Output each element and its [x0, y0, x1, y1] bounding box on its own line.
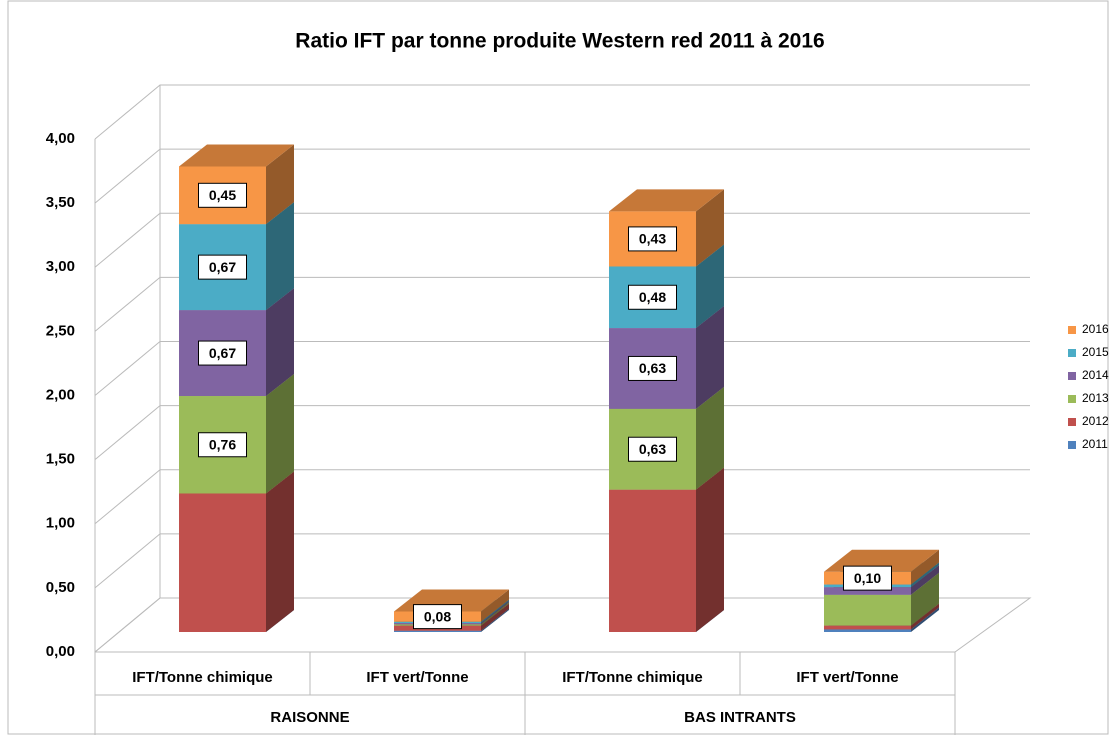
- grid-line: [94, 597, 1030, 653]
- data-label: 0,08: [424, 608, 451, 624]
- bar-side: [266, 471, 294, 632]
- y-tick-label: 3,00: [46, 258, 75, 275]
- bar-side: [481, 608, 509, 632]
- bar-side: [481, 589, 509, 622]
- bar-side: [911, 607, 939, 632]
- y-tick-label: 3,50: [46, 194, 75, 211]
- x-tick-label: IFT/Tonne chimique: [562, 669, 703, 686]
- y-tick-label: 0,00: [46, 643, 75, 660]
- bar-side: [481, 599, 509, 624]
- bar: [179, 493, 266, 632]
- grid-line: [94, 276, 1030, 332]
- bar-side: [266, 202, 294, 311]
- y-tick-label: 0,50: [46, 579, 75, 596]
- legend-swatch: [1068, 418, 1076, 426]
- bar: [394, 630, 481, 632]
- bar: [609, 489, 696, 632]
- bar-side: [696, 386, 724, 490]
- bar-side: [911, 549, 939, 585]
- legend-label: 2016: [1082, 322, 1109, 336]
- chart-title: Ratio IFT par tonne produite Western red…: [295, 30, 824, 53]
- legend-label: 2011: [1082, 437, 1108, 451]
- bar-side: [911, 562, 939, 588]
- bar-side: [266, 374, 294, 494]
- x-tick-label: IFT vert/Tonne: [796, 669, 898, 686]
- grid-line: [94, 212, 1030, 268]
- data-label-box: [198, 432, 247, 458]
- y-tick-label: 4,00: [46, 130, 75, 147]
- bar-side: [911, 572, 939, 626]
- data-label: 0,43: [639, 231, 666, 247]
- data-label: 0,48: [639, 289, 666, 305]
- legend-swatch: [1068, 372, 1076, 380]
- data-label-box: [628, 226, 677, 252]
- grid-line: [94, 469, 1030, 525]
- bar: [824, 587, 911, 595]
- data-label: 0,10: [854, 570, 881, 586]
- bar-side: [481, 601, 509, 625]
- data-label-box: [198, 254, 247, 280]
- bar-side: [481, 602, 509, 626]
- legend-label: 2013: [1082, 391, 1109, 405]
- data-label: 0,63: [639, 360, 666, 376]
- bar-side: [266, 144, 294, 225]
- bar-side: [481, 603, 509, 631]
- bar: [824, 625, 911, 630]
- y-tick-label: 2,00: [46, 386, 75, 403]
- data-label-box: [413, 604, 462, 630]
- y-tick-label: 2,50: [46, 322, 75, 339]
- bar-side: [266, 288, 294, 397]
- y-tick-label: 1,00: [46, 515, 75, 532]
- data-label: 0,67: [209, 345, 236, 361]
- group-label: BAS INTRANTS: [684, 709, 796, 726]
- legend-label: 2014: [1082, 368, 1109, 382]
- x-tick-label: IFT/Tonne chimique: [132, 669, 273, 686]
- legend-swatch: [1068, 349, 1076, 357]
- data-label-box: [198, 340, 247, 366]
- bar: [824, 594, 911, 626]
- bar-side: [696, 189, 724, 267]
- grid-line: [94, 84, 1030, 140]
- data-label-box: [198, 182, 247, 208]
- data-label-box: [628, 436, 677, 462]
- data-label: 0,76: [209, 436, 236, 452]
- grid-line: [94, 533, 1030, 589]
- grid-line: [94, 405, 1030, 461]
- data-label-box: [628, 284, 677, 310]
- group-label: RAISONNE: [270, 709, 349, 726]
- data-label-box: [843, 565, 892, 591]
- data-label: 0,67: [209, 259, 236, 275]
- legend-label: 2015: [1082, 345, 1109, 359]
- bar-side: [696, 306, 724, 409]
- data-label: 0,45: [209, 187, 236, 203]
- data-label: 0,63: [639, 441, 666, 457]
- bar-side: [911, 603, 939, 630]
- bar-side: [696, 244, 724, 329]
- legend-swatch: [1068, 441, 1076, 449]
- bar-side: [696, 467, 724, 632]
- legend-swatch: [1068, 326, 1076, 334]
- bar-top: [609, 189, 724, 212]
- bar-side: [911, 565, 939, 595]
- bar: [824, 629, 911, 632]
- grid-line: [94, 148, 1030, 204]
- data-label-box: [628, 355, 677, 381]
- grid-line: [94, 341, 1030, 396]
- legend-swatch: [1068, 395, 1076, 403]
- x-tick-label: IFT vert/Tonne: [366, 669, 468, 686]
- legend-label: 2012: [1082, 414, 1109, 428]
- chart-border: [7, 0, 1109, 735]
- y-tick-label: 1,50: [46, 451, 75, 468]
- bar-top: [179, 144, 294, 167]
